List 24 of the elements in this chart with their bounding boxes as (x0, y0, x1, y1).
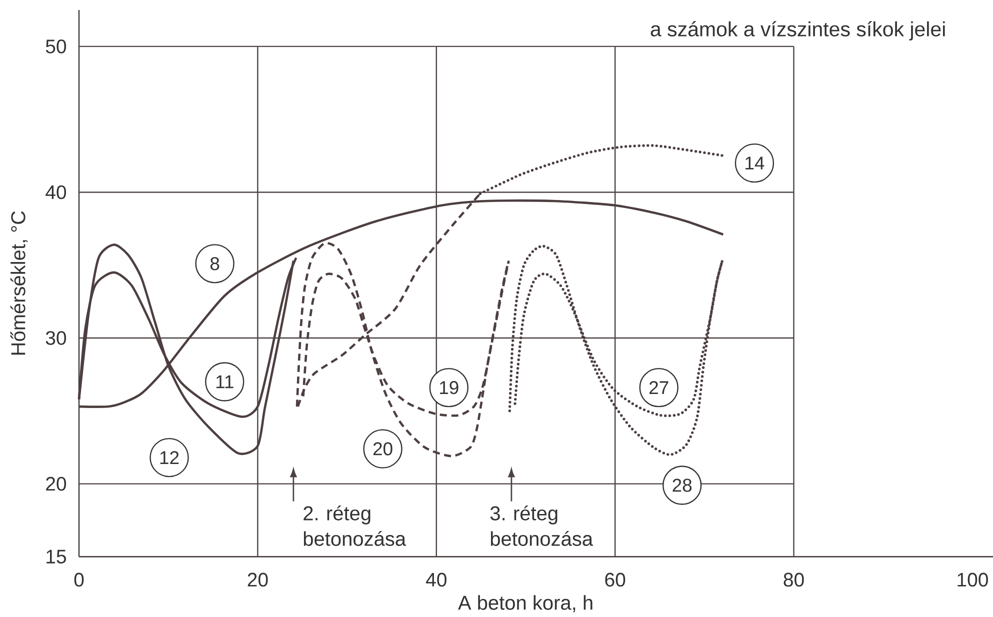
y-tick-label: 15 (46, 550, 66, 564)
annotation: 2. réteg betonozása (304, 506, 406, 546)
series-label: 28 (672, 478, 692, 492)
series-label: 11 (216, 375, 234, 388)
series-label: 27 (650, 381, 668, 394)
y-tick-label: 20 (46, 476, 66, 491)
x-tick-label: 20 (248, 572, 268, 587)
series-label: 8 (210, 257, 220, 270)
series-label: 14 (746, 156, 764, 170)
y-tick-label: 50 (46, 40, 66, 54)
x-tick-label: 40 (426, 572, 446, 587)
text: 12 (160, 451, 179, 464)
x-tick-label: 60 (605, 572, 626, 587)
x-tick-label: 80 (784, 572, 804, 587)
y-axis-title: Hőmérséklet, °C (10, 211, 28, 355)
x-axis-title: A beton kora, h (458, 595, 592, 612)
series-label: 20 (373, 442, 392, 456)
y-tick-label: 30 (46, 331, 66, 345)
annotation: 3. réteg betonozása (490, 506, 594, 546)
annotation: a számok a vízszintes síkok jelei (650, 21, 945, 40)
y-tick-label: 40 (46, 185, 66, 200)
x-tick-label: 0 (74, 572, 84, 587)
x-tick-label: 100 (958, 572, 988, 587)
series-label: 19 (440, 381, 458, 394)
